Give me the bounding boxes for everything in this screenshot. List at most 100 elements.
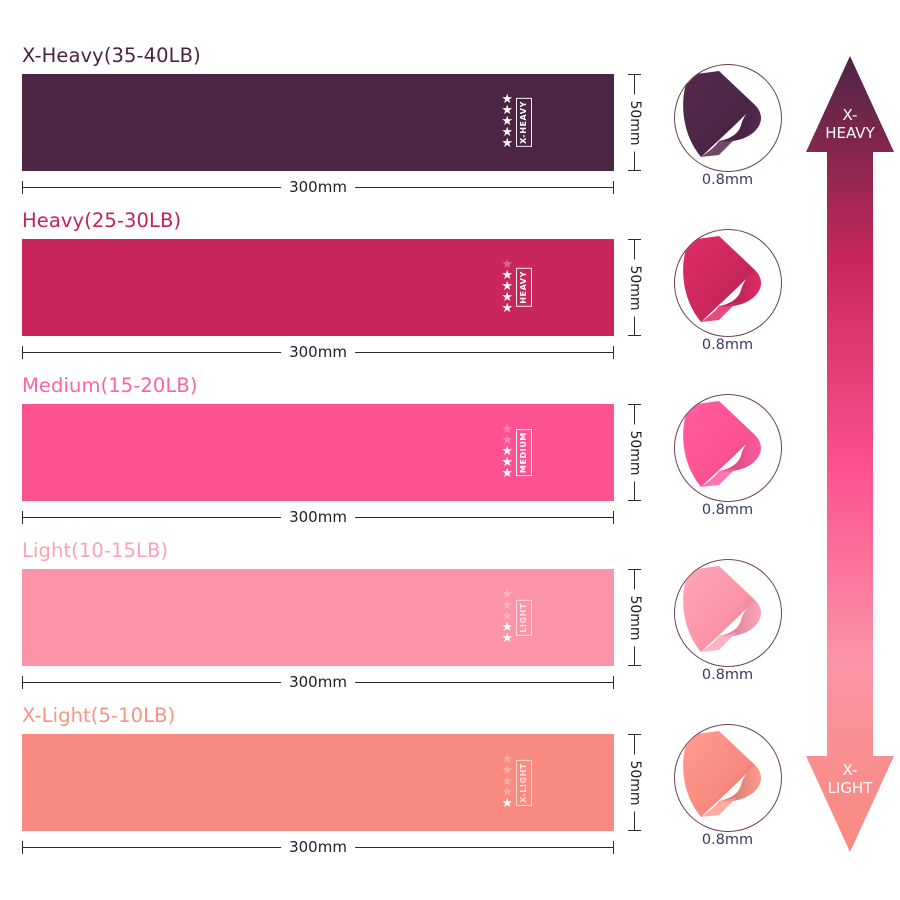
- star-outline-icon: ★: [501, 257, 513, 273]
- width-dimension-label: 300mm: [281, 176, 355, 198]
- star-rating: ★ ★ ★ ★ ★: [501, 422, 513, 480]
- band-strip: ★ ★ ★ ★ ★ X-LIGHT: [22, 734, 614, 831]
- dimension-cap-right: [613, 346, 614, 359]
- star-filled-icon: ★: [501, 124, 513, 140]
- star-filled-icon: ★: [501, 795, 513, 811]
- band-print-mark: ★ ★ ★ ★ ★ X-LIGHT: [501, 744, 532, 822]
- arrow-top-label-line1: X-: [842, 106, 858, 124]
- star-rating: ★ ★ ★ ★ ★: [501, 752, 513, 811]
- star-outline-icon: ★: [501, 763, 513, 779]
- band-print-mark: ★ ★ ★ ★ ★ MEDIUM: [501, 414, 532, 492]
- band-title: X-Heavy(35-40LB): [22, 44, 201, 67]
- dimension-cap-top: [628, 239, 641, 240]
- star-outline-icon: ★: [501, 433, 513, 449]
- band-tag-label: LIGHT: [516, 599, 532, 636]
- star-outline-icon: ★: [501, 774, 513, 790]
- star-outline-icon: ★: [501, 784, 513, 800]
- bands-column: X-Heavy(35-40LB) ★ ★ ★ ★ ★ X-HEAVY 300mm 50mm Hea…: [0, 44, 648, 869]
- height-dimension: 50mm: [622, 734, 648, 831]
- band-print-mark: ★ ★ ★ ★ ★ LIGHT: [501, 579, 532, 657]
- height-dimension: 50mm: [622, 569, 648, 666]
- star-filled-icon: ★: [501, 630, 513, 646]
- band-strip: ★ ★ ★ ★ ★ X-HEAVY: [22, 74, 614, 171]
- dimension-cap-right: [613, 181, 614, 194]
- width-dimension-label: 300mm: [281, 506, 355, 528]
- dimension-cap-bottom: [628, 830, 641, 831]
- thickness-label: 0.8mm: [701, 337, 754, 353]
- dimension-cap-left: [22, 346, 23, 359]
- dimension-cap-bottom: [628, 335, 641, 336]
- thickness-detail-column: 0.8mm 0.8mm 0.8mm 0.8mm 0.8mm: [660, 0, 795, 900]
- dimension-cap-top: [628, 74, 641, 75]
- band-row: Heavy(25-30LB) ★ ★ ★ ★ ★ HEAVY 300mm 50mm: [0, 209, 648, 374]
- dimension-cap-bottom: [628, 170, 641, 171]
- star-rating: ★ ★ ★ ★ ★: [501, 587, 513, 646]
- star-outline-icon: ★: [501, 422, 513, 438]
- width-dimension: 300mm: [22, 671, 614, 697]
- band-curl-detail-icon: [674, 559, 782, 667]
- width-dimension: 300mm: [22, 506, 614, 532]
- width-dimension-label: 300mm: [281, 836, 355, 858]
- band-curl-detail-icon: [674, 229, 782, 337]
- dimension-cap-right: [613, 841, 614, 854]
- dimension-cap-top: [628, 734, 641, 735]
- star-outline-icon: ★: [501, 598, 513, 614]
- star-outline-icon: ★: [501, 587, 513, 603]
- dimension-cap-bottom: [628, 500, 641, 501]
- star-filled-icon: ★: [501, 268, 513, 284]
- thickness-detail-row: 0.8mm: [660, 58, 795, 223]
- height-dimension-label: 50mm: [625, 753, 645, 812]
- width-dimension-label: 300mm: [281, 341, 355, 363]
- height-dimension: 50mm: [622, 239, 648, 336]
- band-row: Medium(15-20LB) ★ ★ ★ ★ ★ MEDIUM 300mm 50mm: [0, 374, 648, 539]
- dimension-cap-right: [613, 511, 614, 524]
- thickness-label: 0.8mm: [701, 832, 754, 848]
- thickness-detail-row: 0.8mm: [660, 388, 795, 553]
- star-rating: ★ ★ ★ ★ ★: [501, 257, 513, 315]
- band-title: Medium(15-20LB): [22, 374, 198, 397]
- dimension-cap-bottom: [628, 665, 641, 666]
- arrow-top-label-line2: HEAVY: [825, 124, 875, 142]
- star-filled-icon: ★: [501, 619, 513, 635]
- height-dimension-label: 50mm: [625, 588, 645, 647]
- star-outline-icon: ★: [501, 752, 513, 768]
- band-row: X-Light(5-10LB) ★ ★ ★ ★ ★ X-LIGHT 300mm 50mm: [0, 704, 648, 869]
- arrow-top-label: X- HEAVY: [806, 106, 894, 142]
- arrow-bottom-label-line1: X-: [842, 761, 858, 779]
- band-title: Light(10-15LB): [22, 539, 169, 562]
- band-row: X-Heavy(35-40LB) ★ ★ ★ ★ ★ X-HEAVY 300mm 50mm: [0, 44, 648, 209]
- band-tag-label: X-HEAVY: [516, 98, 532, 147]
- star-filled-icon: ★: [501, 135, 513, 151]
- height-dimension: 50mm: [622, 404, 648, 501]
- band-curl-detail-icon: [674, 64, 782, 172]
- band-strip: ★ ★ ★ ★ ★ HEAVY: [22, 239, 614, 336]
- star-filled-icon: ★: [501, 103, 513, 119]
- width-dimension-label: 300mm: [281, 671, 355, 693]
- star-filled-icon: ★: [501, 114, 513, 130]
- dimension-cap-top: [628, 404, 641, 405]
- band-print-mark: ★ ★ ★ ★ ★ HEAVY: [501, 249, 532, 327]
- band-tag-label: HEAVY: [516, 268, 532, 307]
- height-dimension-label: 50mm: [625, 423, 645, 482]
- dimension-cap-left: [22, 676, 23, 689]
- height-dimension-label: 50mm: [625, 258, 645, 317]
- width-dimension: 300mm: [22, 176, 614, 202]
- star-filled-icon: ★: [501, 279, 513, 295]
- band-curl-detail-icon: [674, 394, 782, 502]
- band-print-mark: ★ ★ ★ ★ ★ X-HEAVY: [501, 84, 532, 162]
- resistance-gradient-arrow: X- HEAVY X- LIGHT: [806, 56, 894, 852]
- thickness-label: 0.8mm: [701, 502, 754, 518]
- star-filled-icon: ★: [501, 454, 513, 470]
- dimension-cap-left: [22, 181, 23, 194]
- star-filled-icon: ★: [501, 289, 513, 305]
- star-rating: ★ ★ ★ ★ ★: [501, 93, 513, 151]
- dimension-cap-left: [22, 511, 23, 524]
- band-title: Heavy(25-30LB): [22, 209, 182, 232]
- dimension-cap-top: [628, 569, 641, 570]
- band-tag-label: MEDIUM: [516, 428, 532, 477]
- band-title: X-Light(5-10LB): [22, 704, 176, 727]
- dimension-cap-right: [613, 676, 614, 689]
- double-arrow-icon: [806, 56, 894, 852]
- star-outline-icon: ★: [501, 609, 513, 625]
- dimension-cap-left: [22, 841, 23, 854]
